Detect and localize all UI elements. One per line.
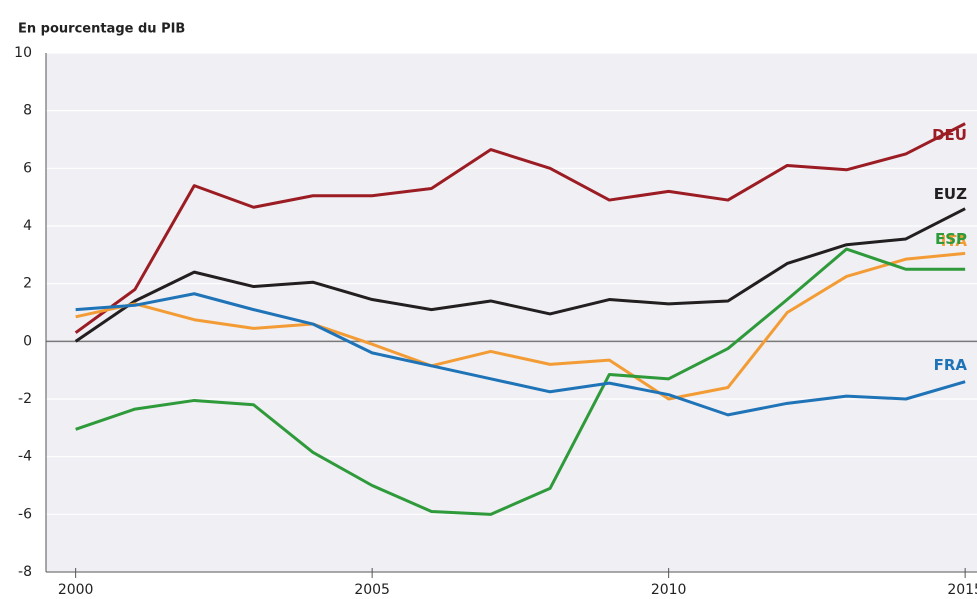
series-line — [75, 251, 966, 401]
series-label: ITA — [941, 232, 968, 250]
series-line — [74, 207, 966, 343]
y-tick-label: -2 — [18, 391, 32, 407]
y-tick-label: 6 — [23, 160, 32, 176]
series-label: ESP — [935, 230, 967, 248]
y-tick-label: 10 — [14, 45, 32, 61]
series-label: EUZ — [934, 185, 967, 203]
series-line — [74, 122, 966, 334]
series-label: DEU — [932, 126, 967, 144]
y-tick-label: 4 — [23, 218, 32, 234]
plot-area — [46, 53, 977, 572]
x-tick-label: 2005 — [354, 582, 390, 598]
y-tick-label: -4 — [18, 449, 32, 465]
y-tick-label: -8 — [18, 564, 32, 580]
y-tick-label: 0 — [23, 333, 32, 349]
series-label: FRA — [934, 356, 968, 374]
series-line — [75, 292, 966, 417]
x-tick-label: 2015 — [947, 582, 977, 598]
chart-title: En pourcentage du PIB — [18, 22, 185, 37]
y-tick-label: -6 — [18, 506, 32, 522]
y-tick-label: 8 — [23, 103, 32, 119]
x-tick-label: 2000 — [58, 582, 94, 598]
series-line — [75, 247, 966, 516]
y-tick-label: 2 — [23, 276, 32, 292]
x-tick-label: 2010 — [651, 582, 687, 598]
